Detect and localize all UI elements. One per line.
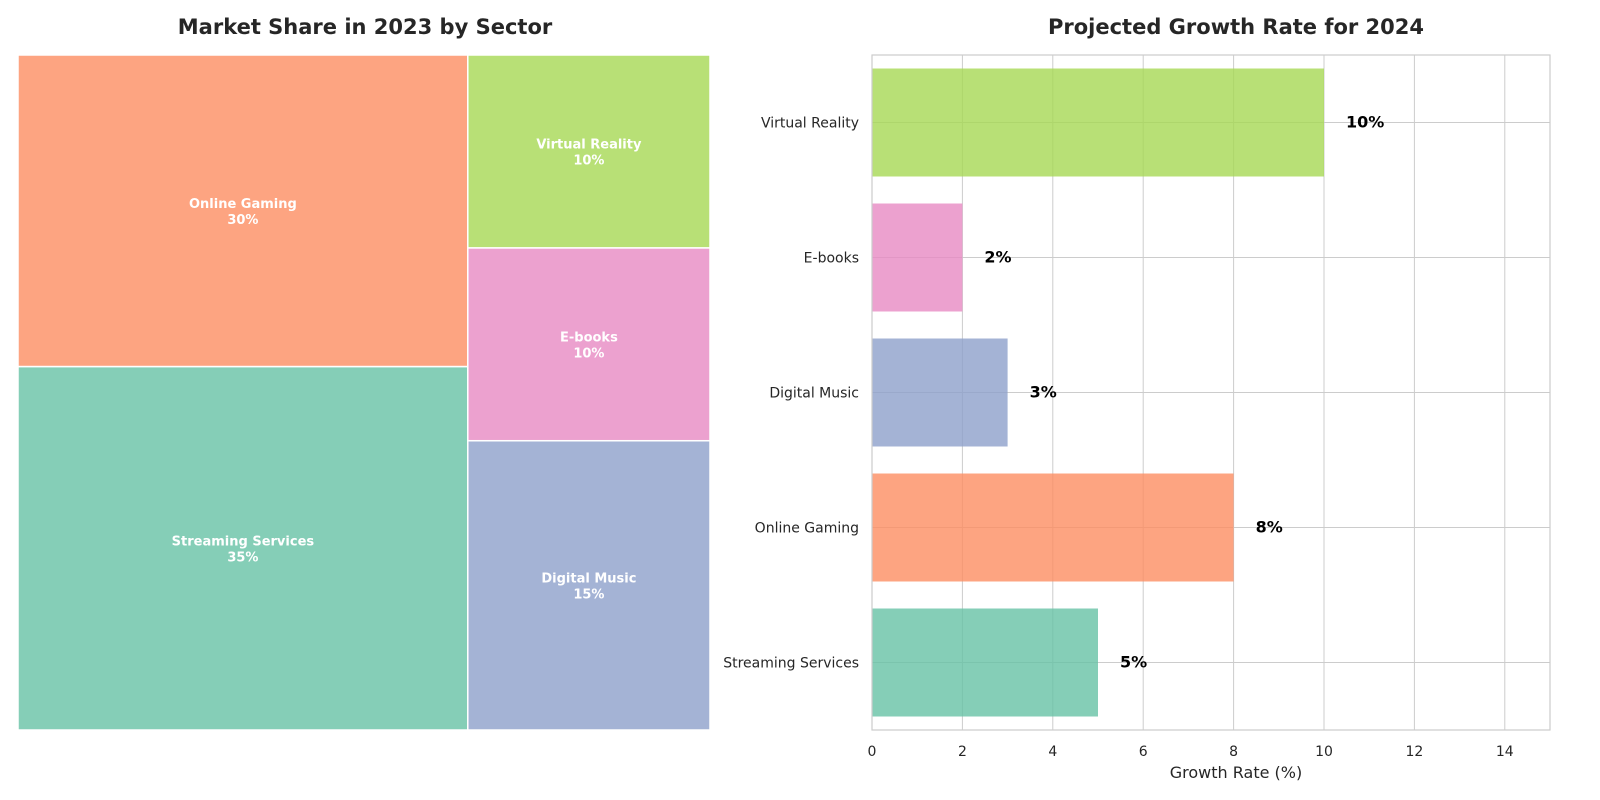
treemap-label-digital-music: Digital Music (541, 571, 636, 586)
x-tick-label: 0 (868, 744, 877, 760)
x-tick-label: 4 (1048, 744, 1057, 760)
x-tick-label: 12 (1405, 744, 1423, 760)
x-tick-label: 10 (1315, 744, 1333, 760)
treemap-cell-online-gaming (17, 54, 469, 368)
y-tick-label-streaming-services: Streaming Services (723, 656, 859, 672)
y-tick-label-digital-music: Digital Music (769, 386, 859, 402)
bar-chart-xlabel: Growth Rate (%) (1170, 763, 1302, 782)
treemap-value-digital-music: 15% (573, 587, 604, 602)
x-tick-label: 8 (1229, 744, 1238, 760)
y-tick-label-virtual-reality: Virtual Reality (761, 116, 859, 132)
treemap-label-online-gaming: Online Gaming (189, 197, 297, 212)
treemap-label-e-books: E-books (560, 330, 618, 345)
bar-chart-axes: 0 2 4 6 8 10 12 14 Streaming Services Online Gami… (723, 54, 1551, 760)
treemap-value-e-books: 10% (573, 346, 604, 361)
treemap-cell-virtual-reality (467, 54, 711, 249)
bar-value-label-digital-music: 3% (1030, 383, 1057, 402)
bar-virtual-reality (872, 68, 1324, 177)
treemap-value-streaming-services: 35% (227, 550, 258, 565)
bar-chart-bars: 5% 8% 3% 2% 10% (872, 68, 1384, 717)
x-tick-label: 2 (958, 744, 967, 760)
treemap-cell-streaming-services (17, 365, 469, 731)
bar-e-books (872, 203, 963, 312)
bar-chart-frame (871, 54, 1551, 731)
treemap-label-streaming-services: Streaming Services (172, 534, 315, 549)
treemap-cell-e-books (467, 247, 711, 442)
y-tick-label-e-books: E-books (804, 251, 859, 267)
bar-value-label-online-gaming: 8% (1256, 518, 1283, 537)
bar-value-label-streaming-services: 5% (1120, 653, 1147, 672)
bar-value-label-virtual-reality: 10% (1346, 113, 1384, 132)
bar-chart-title: Projected Growth Rate for 2024 (1048, 15, 1424, 39)
x-tick-label: 6 (1139, 744, 1148, 760)
bar-streaming-services (872, 608, 1098, 717)
bar-online-gaming (872, 473, 1234, 582)
bar-value-label-e-books: 2% (984, 248, 1011, 267)
treemap-value-online-gaming: 30% (227, 213, 258, 228)
treemap-title: Market Share in 2023 by Sector (178, 15, 553, 39)
bar-digital-music (872, 338, 1008, 447)
treemap-label-virtual-reality: Virtual Reality (536, 137, 642, 152)
treemap-value-virtual-reality: 10% (573, 153, 604, 168)
x-tick-label: 14 (1496, 744, 1514, 760)
y-tick-label-online-gaming: Online Gaming (755, 521, 859, 537)
